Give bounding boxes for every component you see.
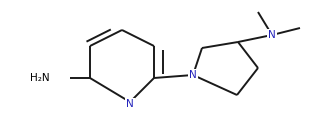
Text: H₂N: H₂N bbox=[30, 73, 50, 83]
Text: N: N bbox=[126, 99, 134, 109]
Text: N: N bbox=[268, 30, 276, 40]
Text: N: N bbox=[189, 70, 197, 80]
